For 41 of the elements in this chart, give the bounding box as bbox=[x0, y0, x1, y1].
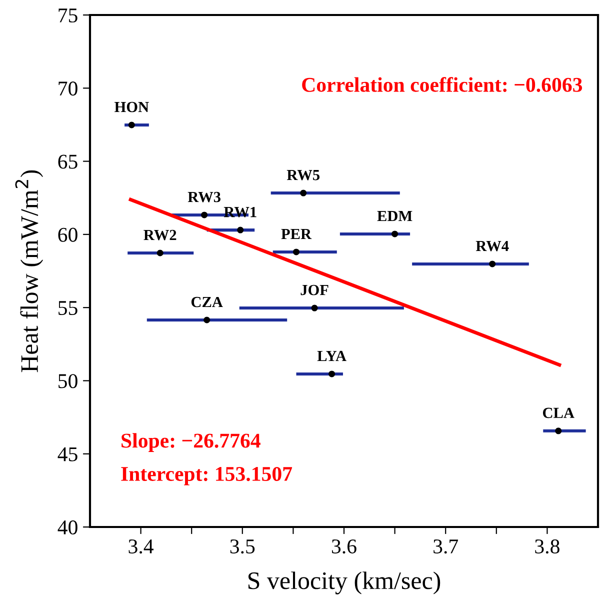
point bbox=[204, 316, 210, 324]
point bbox=[156, 250, 164, 256]
annotation: Correlation coefficient: −0.6063 bbox=[302, 77, 582, 92]
x-tick-label: 3.5 bbox=[230, 539, 255, 554]
annotation: RW2 bbox=[144, 230, 176, 240]
annotation: PER bbox=[281, 229, 312, 240]
y-tick-label: 60 bbox=[58, 228, 78, 242]
point bbox=[292, 248, 300, 256]
annotation: CLA bbox=[542, 408, 574, 418]
y-tick-label: 70 bbox=[58, 82, 78, 96]
annotation: JOF bbox=[300, 284, 328, 296]
point bbox=[489, 260, 496, 268]
x-tick-label: 3.7 bbox=[434, 539, 458, 554]
annotation: HON bbox=[114, 102, 149, 112]
point bbox=[128, 122, 135, 128]
annotation: LYA bbox=[317, 350, 346, 362]
y-tick-label: 75 bbox=[58, 8, 78, 22]
y-tick-label: 65 bbox=[58, 154, 78, 169]
x-tick-label: 3.8 bbox=[535, 539, 560, 554]
y-tick-label: 55 bbox=[58, 301, 78, 316]
x-tick-label: 3.6 bbox=[332, 539, 356, 554]
x-tick-label: 3.4 bbox=[128, 539, 154, 554]
point bbox=[328, 370, 336, 378]
y-tick-label: 45 bbox=[58, 447, 78, 462]
annotation: CZA bbox=[191, 296, 223, 308]
point bbox=[555, 428, 562, 434]
y-tick-label: 40 bbox=[58, 520, 78, 534]
annotation: Intercept: 153.1507 bbox=[121, 466, 292, 486]
x-axis-title: S velocity (km/sec) bbox=[248, 572, 440, 594]
point bbox=[300, 190, 307, 196]
y-axis-title: Heat flow (mW/m$^{2}$) bbox=[15, 170, 44, 372]
point bbox=[237, 226, 244, 234]
annotation: EDM bbox=[377, 211, 412, 222]
point bbox=[201, 212, 208, 218]
point bbox=[311, 304, 318, 312]
annotation: RW5 bbox=[286, 170, 320, 180]
y-tick-label: 50 bbox=[58, 374, 78, 388]
point bbox=[392, 230, 398, 238]
annotation: RW4 bbox=[476, 240, 509, 252]
annotation: Slope: −26.7764 bbox=[122, 433, 260, 452]
annotation: RW3 bbox=[188, 192, 220, 202]
